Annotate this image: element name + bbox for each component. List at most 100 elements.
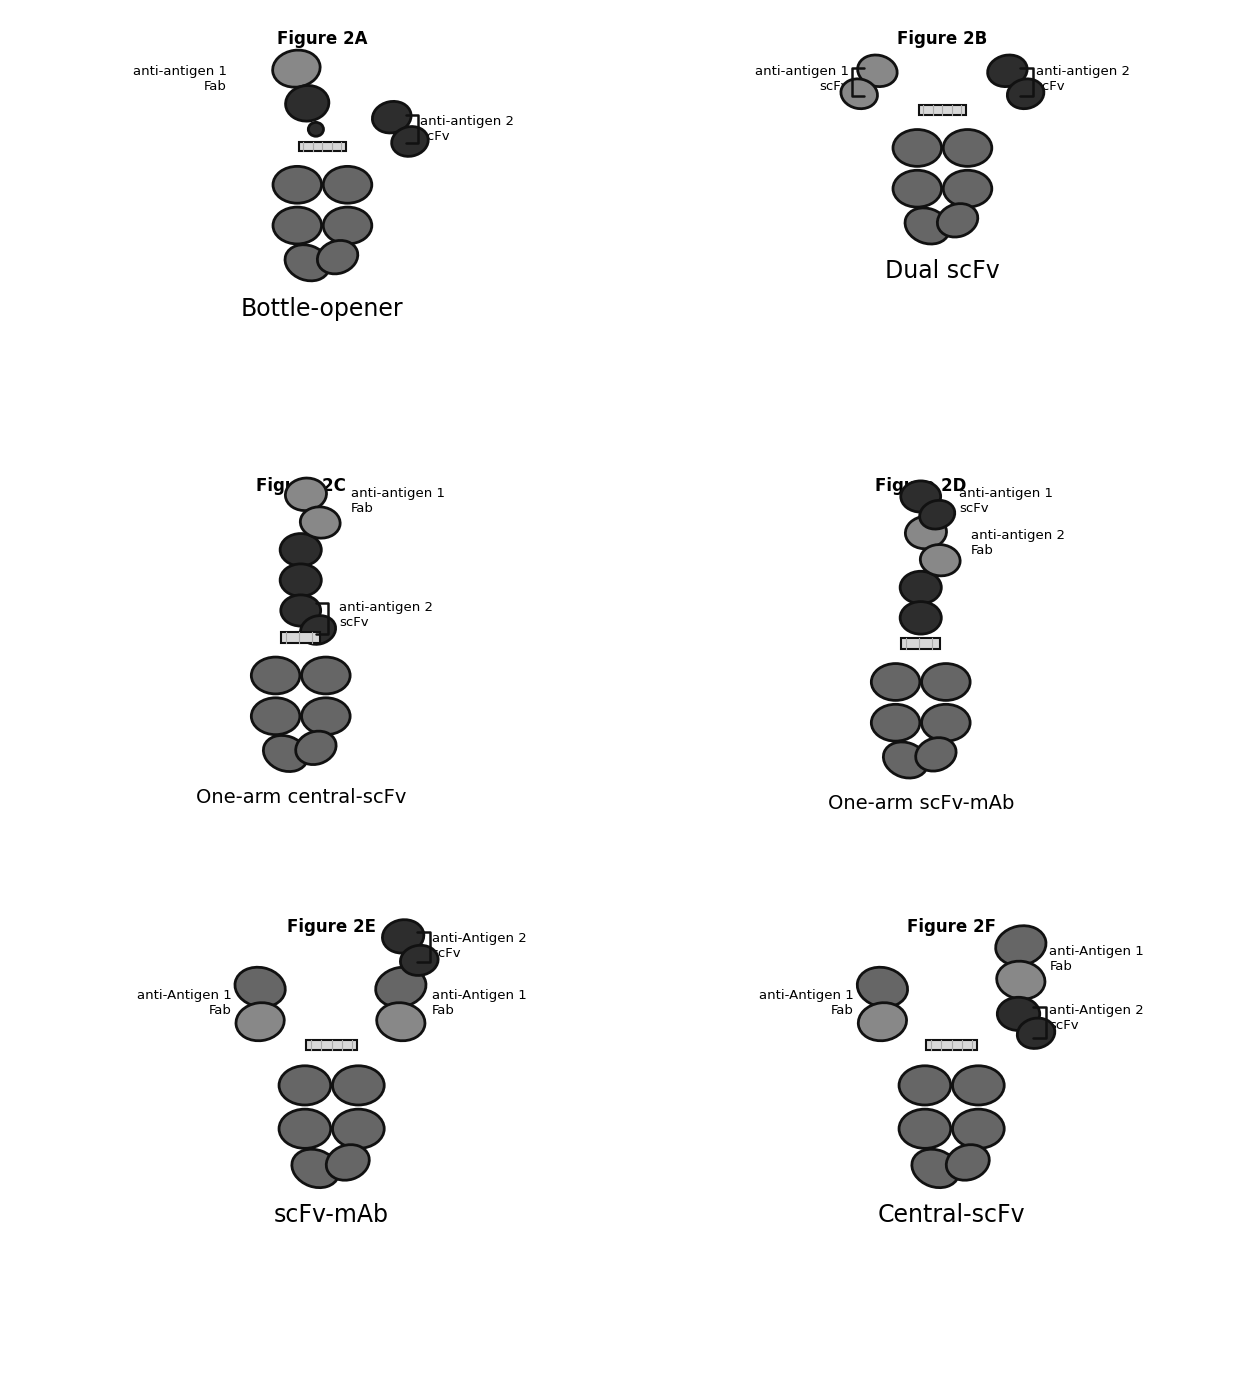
Ellipse shape	[944, 171, 992, 207]
Ellipse shape	[893, 130, 941, 166]
Ellipse shape	[857, 967, 908, 1007]
Ellipse shape	[858, 1002, 906, 1040]
Ellipse shape	[900, 481, 941, 512]
Text: scFv-mAb: scFv-mAb	[274, 1204, 389, 1227]
Ellipse shape	[872, 664, 920, 700]
Ellipse shape	[273, 207, 321, 243]
Ellipse shape	[236, 1002, 284, 1040]
Text: anti-antigen 2
Fab: anti-antigen 2 Fab	[971, 528, 1065, 556]
Ellipse shape	[997, 962, 1045, 1000]
Text: Figure 2D: Figure 2D	[875, 477, 966, 495]
Ellipse shape	[841, 78, 878, 109]
Bar	[299, 141, 346, 151]
Ellipse shape	[300, 615, 336, 644]
Text: Central-scFv: Central-scFv	[878, 1204, 1025, 1227]
Ellipse shape	[300, 507, 340, 538]
Text: anti-antigen 1
Fab: anti-antigen 1 Fab	[351, 487, 445, 514]
Ellipse shape	[883, 742, 928, 779]
Ellipse shape	[937, 204, 978, 238]
Ellipse shape	[309, 123, 324, 136]
Ellipse shape	[952, 1109, 1004, 1148]
Ellipse shape	[899, 1109, 951, 1148]
Ellipse shape	[280, 534, 321, 566]
Ellipse shape	[285, 478, 326, 510]
Ellipse shape	[280, 596, 321, 626]
Ellipse shape	[252, 698, 300, 734]
Ellipse shape	[900, 572, 941, 604]
Text: anti-antigen 2
scFv: anti-antigen 2 scFv	[420, 115, 513, 144]
Ellipse shape	[872, 705, 920, 741]
Bar	[901, 639, 940, 650]
Text: anti-Antigen 1
Fab: anti-Antigen 1 Fab	[1049, 945, 1145, 973]
Ellipse shape	[987, 55, 1027, 87]
Ellipse shape	[326, 1145, 370, 1180]
Ellipse shape	[252, 657, 300, 693]
Ellipse shape	[301, 657, 350, 693]
Ellipse shape	[332, 1065, 384, 1104]
Ellipse shape	[279, 1065, 331, 1104]
Ellipse shape	[911, 1149, 959, 1188]
Ellipse shape	[279, 1109, 331, 1148]
Ellipse shape	[858, 55, 898, 87]
Ellipse shape	[301, 698, 350, 734]
Text: anti-antigen 1
scFv: anti-antigen 1 scFv	[755, 66, 849, 94]
Ellipse shape	[285, 245, 330, 281]
Ellipse shape	[280, 563, 321, 597]
Ellipse shape	[285, 85, 329, 122]
Ellipse shape	[376, 967, 427, 1007]
Ellipse shape	[921, 705, 970, 741]
Ellipse shape	[915, 738, 956, 772]
Ellipse shape	[372, 102, 412, 133]
Ellipse shape	[273, 50, 320, 87]
Text: Figure 2A: Figure 2A	[278, 29, 367, 48]
Ellipse shape	[921, 664, 970, 700]
Ellipse shape	[905, 516, 946, 549]
Ellipse shape	[920, 500, 955, 528]
Ellipse shape	[401, 945, 438, 976]
Ellipse shape	[893, 171, 941, 207]
Text: Figure 2C: Figure 2C	[255, 477, 346, 495]
Bar	[926, 1040, 977, 1050]
Ellipse shape	[1007, 78, 1044, 109]
Ellipse shape	[996, 925, 1047, 966]
Ellipse shape	[317, 240, 358, 274]
Ellipse shape	[291, 1149, 339, 1188]
Text: Figure 2B: Figure 2B	[898, 29, 987, 48]
Ellipse shape	[900, 601, 941, 635]
Text: anti-Antigen 1
Fab: anti-Antigen 1 Fab	[136, 990, 232, 1018]
Text: anti-antigen 1
Fab: anti-antigen 1 Fab	[133, 66, 227, 94]
Bar	[281, 632, 320, 643]
Ellipse shape	[263, 735, 308, 772]
Ellipse shape	[899, 1065, 951, 1104]
Ellipse shape	[997, 997, 1040, 1030]
Ellipse shape	[920, 545, 960, 576]
Text: One-arm scFv-mAb: One-arm scFv-mAb	[827, 794, 1014, 814]
Text: Bottle-opener: Bottle-opener	[241, 298, 404, 322]
Text: anti-Antigen 1
Fab: anti-Antigen 1 Fab	[759, 990, 854, 1018]
Ellipse shape	[905, 208, 950, 245]
Ellipse shape	[952, 1065, 1004, 1104]
Text: anti-Antigen 2
scFv: anti-Antigen 2 scFv	[1049, 1005, 1145, 1033]
Ellipse shape	[946, 1145, 990, 1180]
Ellipse shape	[382, 920, 424, 953]
Ellipse shape	[324, 207, 372, 243]
Bar	[306, 1040, 357, 1050]
Text: One-arm central-scFv: One-arm central-scFv	[196, 788, 405, 807]
Text: Figure 2F: Figure 2F	[908, 918, 996, 935]
Ellipse shape	[324, 166, 372, 203]
Ellipse shape	[273, 166, 321, 203]
Text: anti-Antigen 2
scFv: anti-Antigen 2 scFv	[432, 931, 527, 959]
Text: Figure 2E: Figure 2E	[288, 918, 376, 935]
Ellipse shape	[392, 127, 428, 157]
Ellipse shape	[295, 731, 336, 765]
Bar	[919, 105, 966, 115]
Text: anti-antigen 1
scFv: anti-antigen 1 scFv	[959, 487, 1053, 514]
Ellipse shape	[234, 967, 285, 1007]
Ellipse shape	[332, 1109, 384, 1148]
Text: Dual scFv: Dual scFv	[885, 259, 999, 284]
Ellipse shape	[944, 130, 992, 166]
Text: anti-Antigen 1
Fab: anti-Antigen 1 Fab	[432, 990, 527, 1018]
Ellipse shape	[1017, 1018, 1055, 1048]
Text: anti-antigen 2
scFv: anti-antigen 2 scFv	[339, 601, 433, 629]
Ellipse shape	[377, 1002, 425, 1040]
